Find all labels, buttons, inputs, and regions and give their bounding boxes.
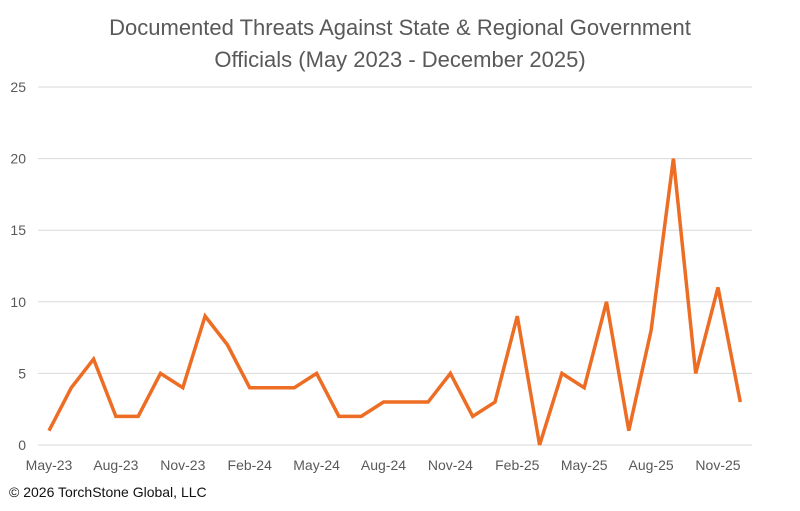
y-tick-label: 15 <box>10 222 26 238</box>
x-tick-label: Feb-24 <box>228 457 273 473</box>
x-tick-label: Feb-25 <box>495 457 540 473</box>
series-line <box>47 158 743 446</box>
y-tick-label: 10 <box>10 294 26 310</box>
y-tick-label: 0 <box>18 437 26 453</box>
x-tick-label: Aug-24 <box>361 457 406 473</box>
copyright-footer: © 2026 TorchStone Global, LLC <box>9 484 207 500</box>
y-tick-label: 5 <box>18 365 26 381</box>
x-tick-label: Nov-24 <box>428 457 473 473</box>
y-tick-label: 20 <box>10 151 26 167</box>
x-tick-label: May-23 <box>26 457 73 473</box>
x-tick-label: Nov-23 <box>160 457 205 473</box>
x-tick-label: Aug-25 <box>629 457 674 473</box>
x-tick-label: May-24 <box>293 457 340 473</box>
x-tick-label: Aug-23 <box>93 457 138 473</box>
chart-title-line2: Officials (May 2023 - December 2025) <box>214 47 586 72</box>
y-tick-label: 25 <box>10 79 26 95</box>
chart-title-line1: Documented Threats Against State & Regio… <box>109 15 691 40</box>
x-tick-label: Nov-25 <box>695 457 740 473</box>
chart-title: Documented Threats Against State & Regio… <box>0 12 800 76</box>
x-tick-label: May-25 <box>561 457 608 473</box>
